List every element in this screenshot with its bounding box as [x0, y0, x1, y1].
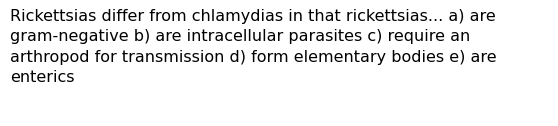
Text: Rickettsias differ from chlamydias in that rickettsias... a) are
gram-negative b: Rickettsias differ from chlamydias in th…: [10, 9, 497, 85]
